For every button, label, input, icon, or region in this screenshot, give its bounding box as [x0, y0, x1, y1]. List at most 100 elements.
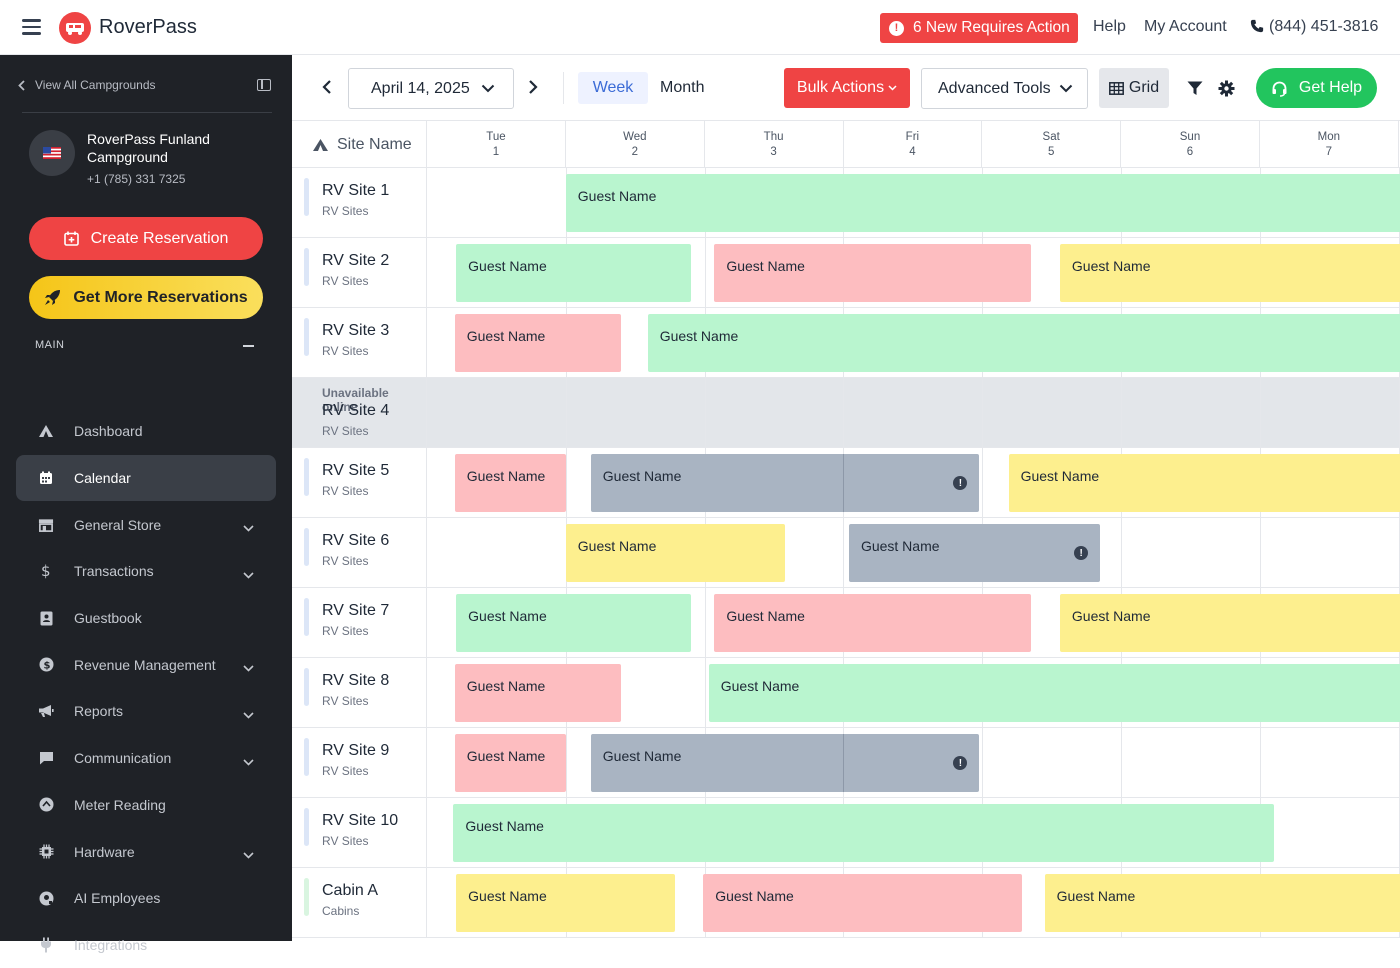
gear-icon[interactable] [1218, 80, 1235, 97]
info-icon[interactable]: ! [953, 476, 968, 490]
site-cell[interactable]: RV Site 8 RV Sites [292, 658, 427, 728]
guest-name: Guest Name [1056, 888, 1136, 904]
site-color-bar [304, 738, 309, 776]
support-phone-link[interactable]: (844) 451-3816 [1250, 18, 1378, 36]
date-picker[interactable]: April 14, 2025 [348, 68, 514, 109]
chevron-down-icon[interactable] [243, 519, 254, 535]
site-row: RV Site 10 RV Sites Guest Name [292, 798, 1400, 868]
site-cell[interactable]: RV Site 6 RV Sites [292, 518, 427, 588]
site-cell[interactable]: RV Site 9 RV Sites [292, 728, 427, 798]
day-number: 4 [909, 146, 916, 158]
booking-block[interactable]: Guest Name [1044, 874, 1400, 932]
help-link[interactable]: Help [1093, 18, 1126, 35]
sidebar-item-calendar[interactable]: Calendar [16, 454, 276, 502]
day-of-week: Thu [763, 131, 784, 143]
tab-month[interactable]: Month [660, 79, 705, 96]
sidebar-item-general-store[interactable]: General Store [16, 501, 276, 548]
site-cell[interactable]: RV Site 10 RV Sites [292, 798, 427, 868]
sidebar-nav: Dashboard Calendar General Store $ Transacti… [16, 408, 276, 968]
site-row: RV Site 9 RV Sites Guest Name Guest Name! [292, 728, 1400, 798]
alert-icon: ! [889, 20, 904, 36]
sidebar-item-ai-employees[interactable]: AI Employees [16, 875, 276, 922]
sidebar-item-guestbook[interactable]: Guestbook [16, 595, 276, 642]
create-reservation-button[interactable]: Create Reservation [29, 217, 263, 260]
day-cell-divider [704, 658, 706, 728]
booking-block[interactable]: Guest Name [714, 594, 1031, 652]
view-all-campgrounds-link[interactable]: View All Campgrounds [18, 78, 156, 92]
booking-block[interactable]: Guest Name [1008, 454, 1400, 512]
sidebar-item-dashboard[interactable]: Dashboard [16, 408, 276, 455]
site-cell[interactable]: RV Site 5 RV Sites [292, 448, 427, 518]
camp-tent-icon [38, 423, 54, 439]
booking-block[interactable]: Guest Name! [590, 734, 980, 792]
booking-block[interactable]: Guest Name [454, 454, 566, 512]
sidebar-item-label: AI Employees [74, 890, 161, 907]
chevron-down-icon[interactable] [243, 706, 254, 722]
grid-view-button[interactable]: Grid [1099, 68, 1169, 108]
booking-block[interactable]: Guest Name [454, 734, 566, 792]
booking-block[interactable]: Guest Name! [590, 454, 980, 512]
booking-block[interactable]: Guest Name! [848, 524, 1101, 582]
get-more-reservations-button[interactable]: Get More Reservations [29, 276, 263, 319]
my-account-link[interactable]: My Account [1144, 18, 1227, 35]
chevron-down-icon[interactable] [243, 659, 254, 675]
sidebar-item-revenue-management[interactable]: $ Revenue Management [16, 641, 276, 688]
site-cell[interactable]: RV Site 7 RV Sites [292, 588, 427, 658]
site-cell[interactable]: RV Site 3 RV Sites [292, 308, 427, 378]
site-name-column-header[interactable]: Site Name [292, 121, 427, 168]
brand-name[interactable]: RoverPass [99, 16, 197, 38]
booking-block[interactable]: Guest Name [565, 174, 1400, 232]
previous-week-icon[interactable] [321, 78, 333, 96]
sidebar-item-communication[interactable]: Communication [16, 735, 276, 782]
booking-block[interactable]: Guest Name [1059, 244, 1400, 302]
filter-icon[interactable] [1187, 81, 1203, 96]
site-cell[interactable]: Cabin A Cabins [292, 868, 427, 938]
next-week-icon[interactable] [527, 78, 539, 96]
day-cell-divider [565, 378, 567, 448]
day-of-week: Wed [623, 131, 647, 143]
site-cell[interactable]: RV Site 1 RV Sites [292, 168, 427, 238]
site-name: Cabin A [322, 882, 379, 899]
requires-action-badge[interactable]: ! 6 New Requires Action [880, 13, 1078, 43]
chevron-left-icon [18, 79, 25, 91]
site-row: RV Site 1 RV Sites Guest Name [292, 168, 1400, 238]
sidebar-item-meter-reading[interactable]: Meter Reading [16, 782, 276, 829]
sidebar-item-hardware[interactable]: Hardware [16, 828, 276, 875]
get-help-button[interactable]: Get Help [1256, 68, 1377, 108]
booking-block[interactable]: Guest Name [703, 874, 1023, 932]
booking-block[interactable]: Guest Name [454, 314, 622, 372]
site-type: RV Sites [322, 274, 369, 288]
hamburger-menu-icon[interactable] [22, 19, 41, 35]
sidebar-collapse-icon[interactable] [257, 79, 271, 91]
booking-block[interactable]: Guest Name [708, 664, 1400, 722]
booking-block[interactable]: Guest Name [714, 244, 1031, 302]
booking-block[interactable]: Guest Name [565, 524, 786, 582]
sidebar-item-reports[interactable]: Reports [16, 688, 276, 735]
site-cell[interactable]: RV Site 2 RV Sites [292, 238, 427, 308]
site-cell[interactable]: Unavailable online RV Site 4 RV Sites [292, 378, 427, 448]
bulk-actions-button[interactable]: Bulk Actions [784, 68, 910, 108]
booking-block[interactable]: Guest Name [456, 594, 691, 652]
guestbook-icon [38, 610, 54, 626]
day-number: 1 [492, 146, 500, 158]
booking-block[interactable]: Guest Name [456, 874, 676, 932]
info-icon[interactable]: ! [953, 756, 968, 770]
sidebar-item-transactions[interactable]: $ Transactions [16, 548, 276, 595]
section-collapse-icon[interactable] [243, 345, 254, 347]
booking-block[interactable]: Guest Name [647, 314, 1400, 372]
booking-block[interactable]: Guest Name [456, 244, 691, 302]
chevron-down-icon[interactable] [243, 846, 254, 862]
advanced-tools-dropdown[interactable]: Advanced Tools [921, 68, 1088, 109]
booking-block[interactable]: Guest Name [454, 664, 622, 722]
sidebar-item-integrations[interactable]: Integrations [16, 922, 276, 968]
booking-block[interactable]: Guest Name [453, 804, 1274, 862]
roverpass-logo-icon[interactable] [59, 12, 91, 44]
chevron-down-icon[interactable] [243, 753, 254, 769]
chevron-down-icon[interactable] [243, 566, 254, 582]
site-name-header-label: Site Name [337, 135, 412, 153]
site-row: Cabin A Cabins Guest Name Guest Name Guest N… [292, 868, 1400, 938]
info-icon[interactable]: ! [1074, 546, 1089, 560]
booking-block[interactable]: Guest Name [1059, 594, 1400, 652]
tab-week[interactable]: Week [578, 72, 648, 104]
toolbar-divider [563, 72, 564, 104]
